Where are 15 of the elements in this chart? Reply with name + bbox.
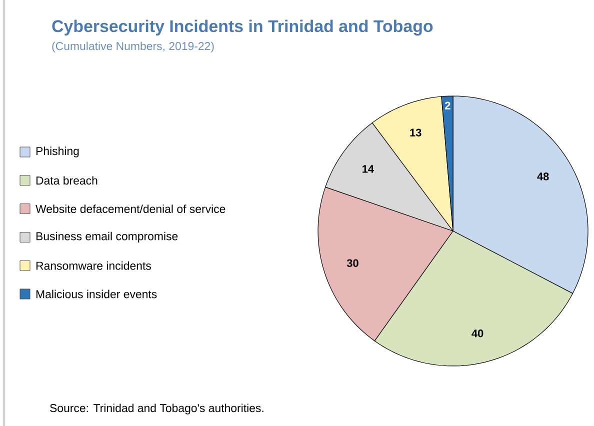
data-label: 2 bbox=[444, 102, 450, 110]
chart-title: Cybersecurity Incidents in Trinidad and Tobago bbox=[52, 20, 433, 36]
legend-label: Website defacement/denial of service bbox=[36, 204, 226, 214]
legend-label: Business email compromise bbox=[36, 232, 178, 243]
data-label: 40 bbox=[472, 330, 484, 338]
data-label: 14 bbox=[362, 165, 374, 173]
data-label: 30 bbox=[346, 259, 358, 268]
legend-label: Phishing bbox=[36, 146, 79, 158]
source-note: Source: Trinidad and Tobago's authorities. bbox=[50, 404, 264, 414]
data-label: 13 bbox=[410, 128, 422, 136]
chart-subtitle: (Cumulative Numbers, 2019-22) bbox=[52, 42, 214, 52]
legend-label: Malicious insider events bbox=[36, 290, 157, 298]
legend-label: Data breach bbox=[36, 176, 98, 185]
data-label: 48 bbox=[537, 172, 549, 180]
legend-label: Ransomware incidents bbox=[36, 261, 151, 270]
